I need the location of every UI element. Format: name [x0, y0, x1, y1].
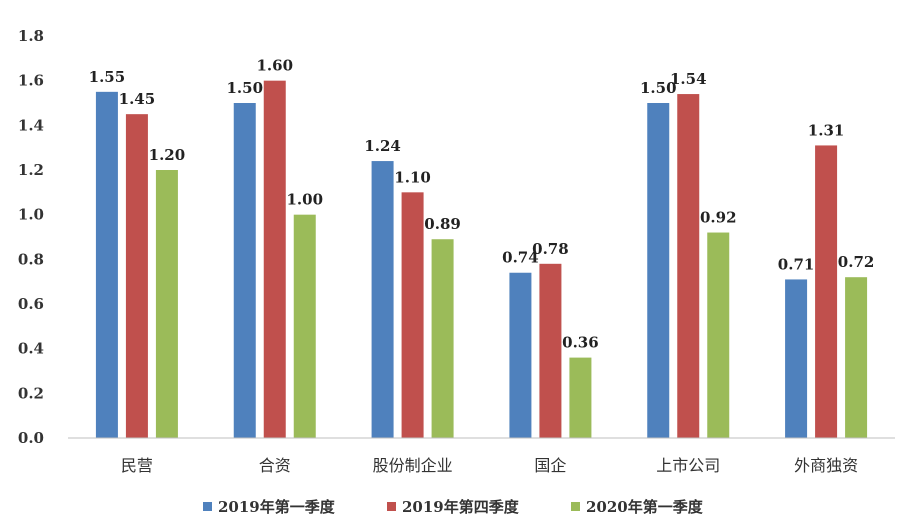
y-tick-label: 0.4 [18, 340, 44, 358]
data-label: 0.71 [778, 255, 815, 273]
data-label: 1.00 [286, 191, 323, 209]
data-label: 1.50 [640, 79, 677, 97]
data-label: 1.60 [256, 57, 293, 75]
y-tick-label: 1.8 [18, 27, 44, 45]
data-label: 0.72 [838, 253, 875, 271]
data-label: 1.24 [364, 137, 401, 155]
bar [233, 103, 256, 438]
x-category-label: 民营 [121, 456, 153, 475]
bar [569, 357, 592, 438]
bar [431, 239, 454, 438]
y-tick-label: 1.0 [18, 206, 44, 224]
bar [677, 94, 700, 439]
legend-label: 2019年第四季度 [402, 498, 520, 516]
bar [785, 279, 808, 438]
bar [371, 161, 394, 439]
legend-swatch [387, 502, 396, 511]
y-tick-label: 1.6 [18, 72, 44, 90]
y-tick-label: 0.6 [18, 295, 44, 313]
data-label: 0.74 [502, 249, 539, 267]
data-label: 0.78 [532, 240, 569, 258]
data-label: 0.36 [562, 334, 599, 352]
x-category-label: 上市公司 [656, 456, 720, 475]
bar [155, 170, 178, 438]
data-label: 1.55 [89, 68, 126, 86]
bar [263, 80, 286, 439]
y-tick-label: 0.2 [18, 384, 44, 402]
bar [845, 277, 868, 438]
bar [401, 192, 424, 438]
bar [509, 272, 532, 438]
bars [95, 80, 868, 439]
data-label: 0.92 [700, 209, 737, 227]
data-label: 0.89 [424, 215, 461, 233]
legend-label: 2020年第一季度 [586, 498, 704, 516]
x-category-label: 国企 [534, 456, 566, 475]
legend-swatch [571, 502, 580, 511]
data-label: 1.31 [808, 121, 845, 139]
x-category-label: 股份制企业 [373, 456, 453, 475]
y-tick-label: 0.8 [18, 250, 44, 268]
data-label: 1.50 [226, 79, 263, 97]
legend: 2019年第一季度 2019年第四季度 2020年第一季度 [203, 498, 704, 516]
bar [815, 145, 838, 438]
legend-label: 2019年第一季度 [218, 498, 336, 516]
y-tick-label: 0.0 [18, 429, 44, 447]
x-axis: 民营 合资 股份制企业 国企 上市公司 外商独资 [121, 456, 858, 475]
data-label: 1.45 [119, 90, 156, 108]
data-label: 1.20 [149, 146, 186, 164]
x-category-label: 外商独资 [794, 456, 858, 475]
y-tick-label: 1.2 [18, 161, 44, 179]
data-labels: 1.55 1.45 1.20 1.50 1.60 1.00 1.24 1.10 0.89 0.74… [89, 57, 875, 352]
y-axis: 0.0 0.2 0.4 0.6 0.8 1.0 1.2 1.4 1.6 1.8 [18, 27, 44, 447]
x-category-label: 合资 [259, 456, 291, 475]
legend-swatch [203, 502, 212, 511]
bar [125, 114, 148, 439]
y-tick-label: 1.4 [18, 116, 44, 134]
data-label: 1.10 [394, 168, 431, 186]
bar [95, 91, 118, 438]
bar [293, 214, 316, 438]
bar [707, 232, 730, 438]
bar [647, 103, 670, 438]
data-label: 1.54 [670, 70, 707, 88]
bar [539, 263, 562, 438]
